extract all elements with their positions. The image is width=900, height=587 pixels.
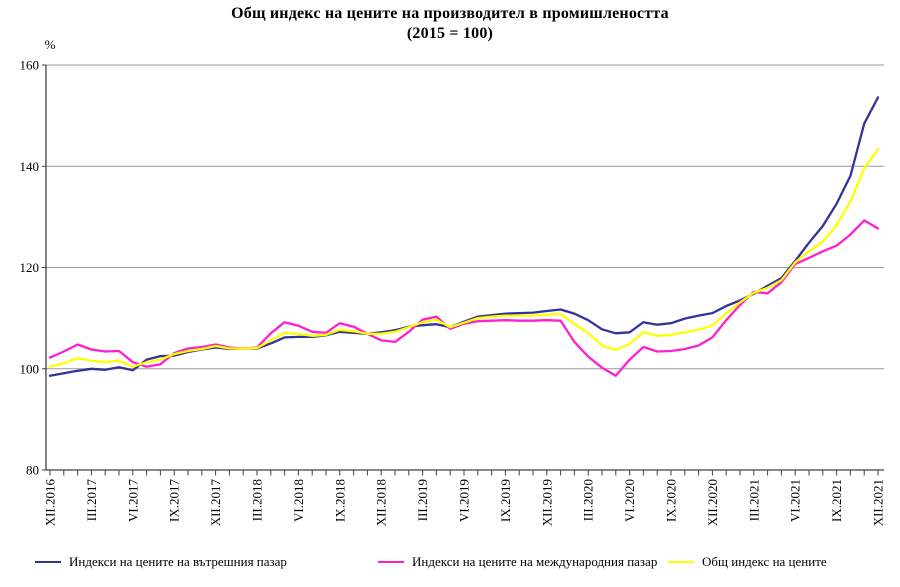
x-tick-label: IX.2019 xyxy=(498,479,513,522)
legend-label-international: Индекси на цените на международния пазар xyxy=(412,554,658,569)
x-tick-label: XII.2021 xyxy=(871,479,886,526)
x-tick-label: IX.2021 xyxy=(829,479,844,522)
x-tick-label: IX.2020 xyxy=(664,479,679,522)
x-tick-label: XII.2020 xyxy=(705,479,720,526)
legend-label-domestic: Индекси на цените на вътрешния пазар xyxy=(69,554,287,569)
chart-title-block: Общ индекс на цените на производител в п… xyxy=(0,4,900,44)
y-tick-label: 120 xyxy=(20,260,40,275)
x-tick-label: III.2020 xyxy=(581,479,596,521)
x-tick-label: III.2021 xyxy=(746,479,761,521)
x-tick-label: III.2018 xyxy=(250,479,265,521)
legend-item-domestic: Индекси на цените на вътрешния пазар xyxy=(35,552,287,572)
y-tick-label: 100 xyxy=(20,361,40,376)
x-tick-label: III.2017 xyxy=(84,479,99,522)
series-line-international-market xyxy=(48,219,880,377)
x-tick-label: III.2019 xyxy=(415,479,430,521)
legend-line-domestic-swatch xyxy=(35,560,61,564)
legend-label-overall: Общ индекс на цените xyxy=(702,554,827,569)
price-index-line-chart: 80 100 120 140 160% XII.2016 III.2017 VI.2017 IX… xyxy=(20,37,886,527)
y-tick-label: 140 xyxy=(20,159,40,174)
x-tick-label: XII.2017 xyxy=(208,479,223,527)
chart-title: Общ индекс на цените на производител в п… xyxy=(231,5,669,22)
x-tick-label: VI.2021 xyxy=(788,479,803,522)
x-tick-label: XII.2016 xyxy=(43,479,58,527)
percent-unit-label: % xyxy=(45,37,56,52)
y-tick-label: 80 xyxy=(26,463,39,478)
legend-line-international-swatch xyxy=(378,560,404,564)
x-tick-label: VI.2020 xyxy=(622,479,637,522)
x-tick-label: XII.2018 xyxy=(374,479,389,526)
x-tick-label: VI.2019 xyxy=(457,479,472,522)
chart-legend: Индекси на цените на вътрешния пазар Инд… xyxy=(0,552,900,574)
x-tick-label: IX.2018 xyxy=(332,479,347,522)
legend-item-international: Индекси на цените на международния пазар xyxy=(378,552,657,572)
legend-line-overall-swatch xyxy=(668,560,694,564)
legend-item-overall: Общ индекс на цените xyxy=(668,552,827,572)
series-line-domestic-market xyxy=(48,96,880,377)
x-tick-label: VI.2017 xyxy=(125,479,140,522)
x-tick-label: XII.2019 xyxy=(539,479,554,526)
series-line-overall-index xyxy=(48,147,880,368)
x-tick-label: VI.2018 xyxy=(291,479,306,522)
x-tick-label: IX.2017 xyxy=(167,479,182,522)
chart-subtitle: (2015 = 100) xyxy=(406,25,494,42)
y-tick-label: 160 xyxy=(20,58,40,73)
